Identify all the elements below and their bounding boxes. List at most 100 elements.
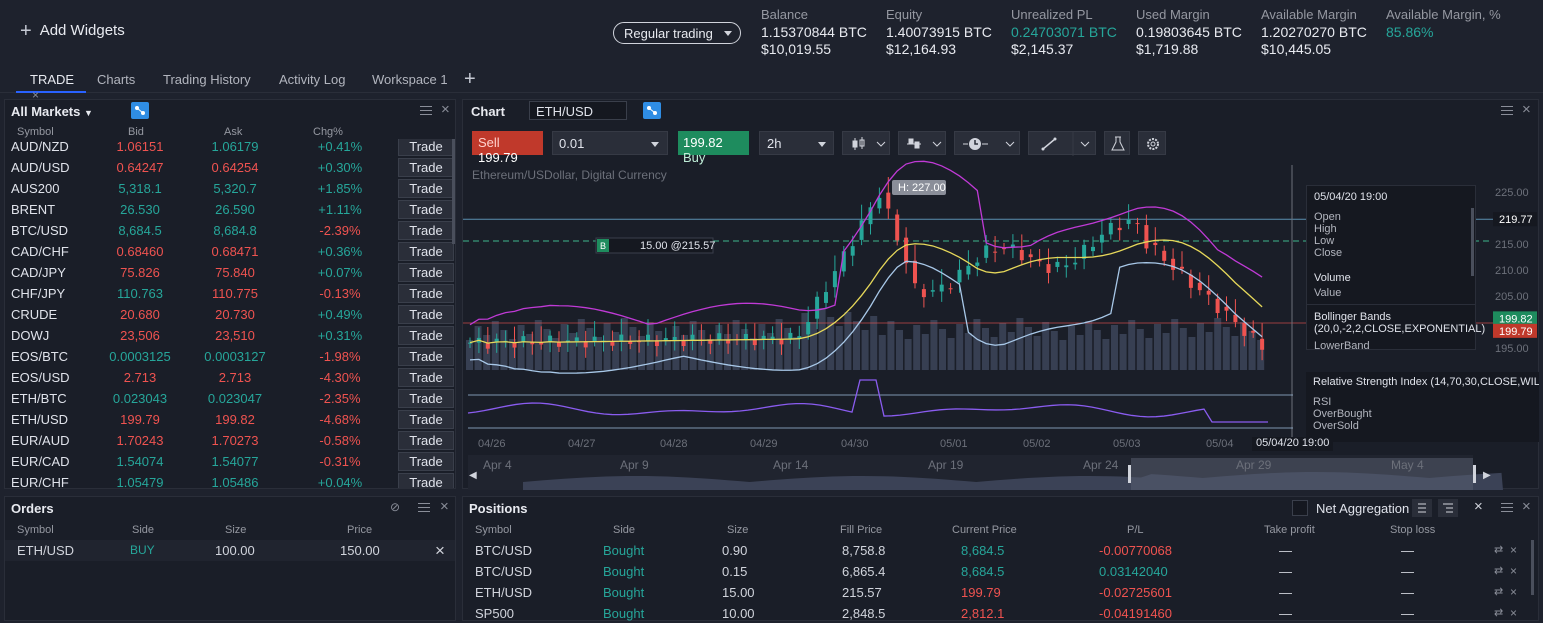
col-chg[interactable]: Chg% [313,126,343,138]
table-row[interactable]: EUR/CAD 1.54074 1.54077 -0.31% Trade [5,451,455,472]
markets-scrollbar[interactable] [452,139,455,244]
link-icon[interactable] [131,102,149,119]
col-p-l[interactable]: P/L [1127,524,1144,536]
col-stop-loss[interactable]: Stop loss [1390,524,1436,536]
tab-trade[interactable]: TRADE × [16,66,86,102]
tab-trading-history[interactable]: Trading History [163,72,251,87]
trade-button[interactable]: Trade [398,452,454,471]
add-widgets-button[interactable]: + Add Widgets [20,21,125,41]
cancel-order-icon[interactable]: × [435,541,445,560]
markets-title[interactable]: All Markets ▼ [11,104,93,119]
col-symbol[interactable]: Symbol [475,524,512,536]
table-row[interactable]: BTC/USD 8,684.5 8,684.8 -2.39% Trade [5,220,455,241]
time-button[interactable] [954,131,1020,155]
table-row[interactable]: BTC/USD Bought 0.90 8,758.8 8,684.5 -0.0… [464,540,1534,561]
col-side[interactable]: Side [613,524,636,536]
trade-button[interactable]: Trade [398,431,454,450]
reverse-icon[interactable]: ⇄ [1494,565,1504,577]
trade-button[interactable]: Trade [398,284,454,303]
col-size[interactable]: Size [225,524,247,536]
table-row[interactable]: ETH/BTC 0.023043 0.023047 -2.35% Trade [5,388,455,409]
table-row[interactable]: AUS200 5,318.1 5,320.7 +1.85% Trade [5,178,455,199]
table-row[interactable]: ETH/USD Bought 15.00 215.57 199.79 -0.02… [464,582,1534,603]
close-icon[interactable]: × [1522,101,1531,118]
table-row[interactable]: EUR/CHF 1.05479 1.05486 +0.04% Trade [5,472,455,488]
close-icon[interactable]: × [32,88,40,102]
table-row[interactable]: EUR/AUD 1.70243 1.70273 -0.58% Trade [5,430,455,451]
col-bid[interactable]: Bid [128,126,144,138]
trade-button[interactable]: Trade [398,242,454,261]
panel-menu-icon[interactable] [418,503,430,512]
close-icon[interactable]: × [441,101,450,118]
net-aggregation-checkbox[interactable] [1292,500,1308,516]
table-row[interactable]: BTC/USD Bought 0.15 6,865.4 8,684.5 0.03… [464,561,1534,582]
trade-button[interactable]: Trade [398,326,454,345]
table-row[interactable]: EOS/BTC 0.0003125 0.0003127 -1.98% Trade [5,346,455,367]
trade-button[interactable]: Trade [398,221,454,240]
col-current-price[interactable]: Current Price [952,524,1017,536]
close-icon[interactable]: × [440,498,449,515]
close-position-icon[interactable]: × [1510,564,1518,578]
close-position-icon[interactable]: × [1510,606,1518,620]
col-size[interactable]: Size [727,524,749,536]
panel-menu-icon[interactable] [1501,503,1513,512]
trade-button[interactable]: Trade [398,347,454,366]
table-row[interactable]: CRUDE 20.680 20.730 +0.49% Trade [5,304,455,325]
col-fill-price[interactable]: Fill Price [840,524,883,536]
positions-scrollbar[interactable] [1531,540,1534,595]
trade-button[interactable]: Trade [398,389,454,408]
trade-button[interactable]: Trade [398,263,454,282]
col-side[interactable]: Side [132,524,155,536]
col-ask[interactable]: Ask [224,126,243,138]
reverse-icon[interactable]: ⇄ [1494,586,1504,598]
table-row[interactable]: CHF/JPY 110.763 110.775 -0.13% Trade [5,283,455,304]
trade-button[interactable]: Trade [398,473,454,488]
close-all-positions-icon[interactable]: × [1474,498,1483,515]
close-icon[interactable]: × [1522,498,1531,515]
flask-button[interactable] [1104,131,1130,155]
panel-menu-icon[interactable] [420,106,432,115]
indicators-button[interactable] [898,131,946,155]
trade-button[interactable]: Trade [398,158,454,177]
col-take-profit[interactable]: Take profit [1264,524,1315,536]
reverse-icon[interactable]: ⇄ [1494,607,1504,619]
list-view-icon[interactable] [1412,499,1432,517]
table-row[interactable]: BRENT 26.530 26.590 +1.11% Trade [5,199,455,220]
chart-type-button[interactable] [842,131,890,155]
link-icon[interactable] [643,102,661,119]
tooltip-scrollbar[interactable] [1471,208,1474,276]
trading-mode-select[interactable]: Regular trading [613,22,741,44]
table-row[interactable]: EOS/USD 2.713 2.713 -4.30% Trade [5,367,455,388]
col-symbol[interactable]: Symbol [17,126,54,138]
table-row[interactable]: AUD/USD 0.64247 0.64254 +0.30% Trade [5,157,455,178]
cancel-all-icon[interactable]: ⊘ [390,500,401,514]
tab-charts[interactable]: Charts [97,72,136,87]
col-price[interactable]: Price [347,524,373,536]
close-position-icon[interactable]: × [1510,543,1518,557]
tab-activity-log[interactable]: Activity Log [279,72,346,87]
trade-button[interactable]: Trade [398,410,454,429]
table-row[interactable]: CAD/CHF 0.68460 0.68471 +0.36% Trade [5,241,455,262]
drawing-tools-button[interactable] [1028,131,1096,156]
reverse-icon[interactable]: ⇄ [1494,544,1504,556]
trade-button[interactable]: Trade [398,139,454,156]
close-position-icon[interactable]: × [1510,585,1518,599]
quantity-select[interactable]: 0.01 [552,131,668,155]
panel-menu-icon[interactable] [1501,106,1513,115]
table-row[interactable]: ETH/USD 199.79 199.82 -4.68% Trade [5,409,455,430]
chart-symbol-input[interactable]: ETH/USD [529,101,627,120]
table-row[interactable]: SP500 Bought 10.00 2,848.5 2,812.1 -0.04… [464,603,1534,623]
table-row[interactable]: ETH/USD BUY 100.00 150.00 × [5,540,455,561]
tree-view-icon[interactable] [1438,499,1458,517]
buy-button[interactable]: 199.82 Buy [678,131,749,165]
tab-workspace-1[interactable]: Workspace 1 [372,72,448,87]
col-symbol[interactable]: Symbol [17,524,54,536]
trade-button[interactable]: Trade [398,368,454,387]
settings-button[interactable] [1138,131,1166,155]
trade-button[interactable]: Trade [398,179,454,198]
table-row[interactable]: DOWJ 23,506 23,510 +0.31% Trade [5,325,455,346]
sell-button[interactable]: Sell 199.79 [472,131,543,165]
table-row[interactable]: CAD/JPY 75.826 75.840 +0.07% Trade [5,262,455,283]
add-tab-icon[interactable]: + [464,68,476,90]
